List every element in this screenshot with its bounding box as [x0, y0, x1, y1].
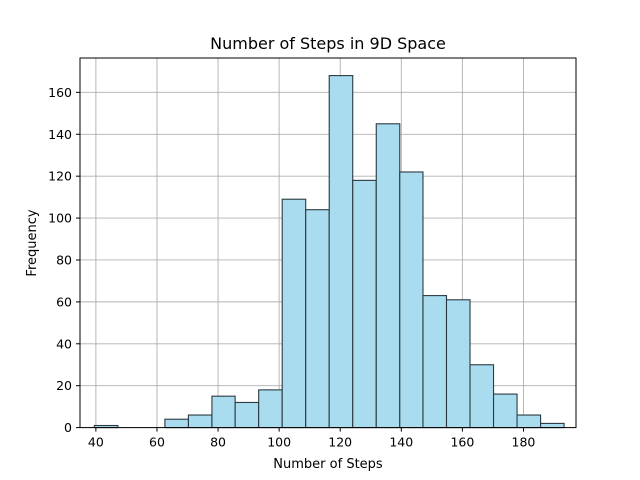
plot-area-frame: [79, 57, 577, 429]
histogram-bar: [305, 209, 330, 429]
histogram-bar: [540, 422, 565, 429]
x-axis-label: Number of Steps: [273, 457, 383, 472]
x-tick-label: 140: [389, 435, 413, 450]
x-tick-label: 80: [210, 435, 226, 450]
y-tick-label: 140: [48, 127, 72, 142]
x-tick-label: 120: [328, 435, 352, 450]
y-tick-label: 120: [48, 169, 72, 184]
histogram-bars: [93, 75, 565, 429]
histogram-bar: [492, 393, 518, 429]
histogram-bar: [352, 179, 377, 429]
x-tick-label: 40: [88, 435, 104, 450]
y-tick-label: 60: [56, 294, 72, 309]
histogram-bar: [445, 299, 471, 429]
y-tick-label: 100: [48, 211, 72, 226]
histogram-bar: [399, 171, 424, 429]
histogram-bar: [281, 198, 307, 429]
x-tick-label: 160: [450, 435, 474, 450]
y-tick-label: 40: [56, 336, 72, 351]
y-tick-label: 0: [64, 420, 72, 435]
histogram-bar: [516, 414, 542, 429]
y-tick-label: 20: [56, 378, 72, 393]
histogram-bar: [469, 364, 495, 429]
y-tick-label: 80: [56, 252, 72, 267]
x-tick-label: 180: [512, 435, 536, 450]
y-tick-label: 160: [48, 85, 72, 100]
histogram-bar: [375, 123, 401, 429]
histogram-bar: [258, 389, 283, 429]
y-axis-label: Frequency: [25, 209, 40, 276]
histogram-bar: [234, 401, 260, 429]
histogram-bar: [164, 418, 189, 429]
x-tick-label: 60: [149, 435, 165, 450]
histogram-bar: [328, 75, 354, 429]
histogram-bar: [187, 414, 213, 429]
axis-ticks: 40 60 80 100 120 140 160 180 0 20 40 60 80 100 120 140 1…: [48, 85, 535, 450]
histogram-bar: [422, 295, 448, 429]
chart-title: Number of Steps in 9D Space: [210, 34, 446, 53]
x-tick-label: 100: [267, 435, 291, 450]
histogram-bar: [211, 395, 236, 429]
